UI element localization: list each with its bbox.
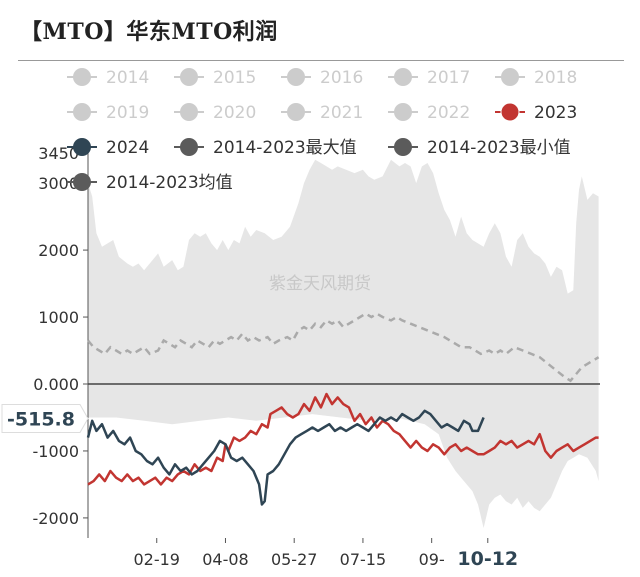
legend-label[interactable]: 2022 (427, 103, 470, 123)
legend-marker[interactable] (500, 102, 520, 122)
x-tick-label: 04-08 (202, 550, 249, 569)
series-mean-line (87, 312, 600, 383)
legend-marker[interactable] (180, 68, 198, 86)
legend-marker[interactable] (287, 68, 305, 86)
legend-label[interactable]: 2023 (534, 103, 577, 123)
legend-label[interactable]: 2015 (213, 68, 256, 88)
series-min-area (88, 384, 599, 528)
y-tick-label: -2000 (33, 509, 80, 528)
legend-marker[interactable] (73, 103, 91, 121)
title-divider (18, 60, 624, 61)
x-axis-pointer-label: 10-12 (457, 548, 518, 570)
legend-label[interactable]: 2018 (534, 68, 577, 88)
y-tick-label: -1000 (33, 442, 80, 461)
legend-label[interactable]: 2014-2023最大值 (213, 138, 357, 158)
legend-label[interactable]: 2019 (106, 103, 149, 123)
legend-marker[interactable] (287, 103, 305, 121)
y-tick-label: 0.000 (33, 375, 79, 394)
x-tick-label: 07-15 (340, 550, 387, 569)
legend-marker[interactable] (501, 68, 519, 86)
x-tick-label: 09- (419, 550, 445, 569)
legend-marker[interactable] (180, 138, 198, 156)
series-2024-line (86, 409, 485, 506)
x-tick-label: 02-19 (133, 550, 180, 569)
legend-marker[interactable] (73, 173, 91, 191)
legend-label[interactable]: 2016 (320, 68, 363, 88)
series-2023-line (87, 392, 599, 486)
y-tick-label: 3450 (38, 144, 79, 163)
legend-label[interactable]: 2021 (320, 103, 363, 123)
y-axis-pointer-box (1, 404, 89, 434)
page-title: 【MTO】华东MTO利润 (20, 19, 278, 45)
legend-label[interactable]: 2014-2023最小值 (427, 138, 571, 158)
legend-marker[interactable] (180, 103, 198, 121)
y-axis-pointer-label: -515.8 (7, 409, 75, 431)
y-tick-label: 3000 (38, 174, 79, 193)
series-max-area (88, 159, 599, 384)
x-tick-label: 05-27 (271, 550, 318, 569)
legend-marker[interactable] (394, 103, 412, 121)
legend-label[interactable]: 2014 (106, 68, 149, 88)
watermark: 紫金天风期货 (269, 274, 371, 294)
y-tick-label: 1000 (38, 308, 79, 327)
legend-marker[interactable] (73, 68, 91, 86)
legend-label[interactable]: 2017 (427, 68, 470, 88)
legend-label[interactable]: 2014-2023均值 (106, 173, 233, 193)
legend-marker[interactable] (73, 138, 91, 156)
legend-label[interactable]: 2020 (213, 103, 256, 123)
legend-label[interactable]: 2024 (106, 138, 149, 158)
y-tick-label: 2000 (38, 241, 79, 260)
legend-marker[interactable] (394, 138, 412, 156)
legend-marker[interactable] (394, 68, 412, 86)
